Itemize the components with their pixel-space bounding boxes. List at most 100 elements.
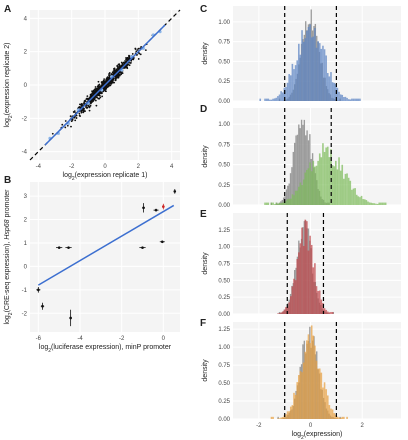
x-tick-label: 2 (361, 423, 365, 429)
scatter-point (117, 68, 119, 71)
histogram-bar (325, 309, 327, 314)
histogram-bar (273, 98, 276, 101)
histogram-bar (335, 160, 337, 205)
histogram-bar (270, 202, 273, 205)
histogram-bar (301, 372, 303, 419)
histogram-bar (359, 197, 361, 205)
histogram-bar-reference (289, 173, 292, 205)
scatter-point (136, 49, 139, 51)
histogram-bar (296, 190, 299, 205)
histogram-bar-reference (300, 119, 303, 205)
histogram-bar (293, 195, 295, 205)
scatter-point (78, 112, 81, 115)
scatter-point (113, 77, 115, 80)
scatter-point (75, 117, 78, 119)
histogram-bar (314, 27, 316, 102)
histogram-bar (336, 416, 339, 419)
scatter-point (101, 95, 104, 98)
histogram-bar (288, 198, 290, 205)
histogram-bar-reference (305, 135, 307, 205)
data-point (154, 208, 158, 212)
histogram-bar (314, 166, 316, 205)
histogram-bar (310, 325, 313, 419)
histogram-bar (338, 91, 340, 101)
y-axis-title-rest: (CRE-seq expression), (4, 240, 11, 313)
y-tick-label: 1.00 (218, 345, 230, 351)
scatter-point (97, 80, 100, 83)
x-tick-label: -6 (36, 336, 42, 342)
histogram-bar (285, 414, 287, 419)
scatter-point (134, 47, 137, 50)
histogram-bar (357, 196, 360, 205)
data-point (162, 205, 165, 208)
y-tick-label: 3 (24, 194, 28, 200)
scatter-point (96, 96, 99, 99)
y-axis-title: log2(expression replicate 2) (4, 43, 14, 128)
scatter-point (97, 97, 100, 100)
histogram-bar (381, 202, 384, 205)
histogram-bar (278, 313, 281, 314)
scatter-point (118, 73, 121, 76)
data-point (69, 316, 72, 320)
data-point (141, 246, 144, 249)
scatter-point (113, 81, 116, 84)
histogram-bar (346, 173, 348, 205)
scatter-point (88, 97, 91, 100)
histogram-bar (343, 416, 345, 419)
x-tick-label: -4 (77, 336, 83, 342)
histogram-bar (304, 219, 307, 314)
histogram-bar (285, 200, 287, 205)
scatter-point (113, 67, 116, 70)
x-axis-title-prefix: log (292, 431, 301, 438)
scatter-point (112, 70, 115, 72)
histogram-bar-reference (281, 199, 283, 205)
y-axis-title-end: promoter (4, 189, 11, 220)
scatter-point (118, 64, 121, 67)
histogram-bar (286, 82, 289, 101)
scatter-point (66, 124, 69, 127)
histogram-bar (275, 202, 278, 205)
histogram-bar (277, 203, 279, 205)
histogram-bar (323, 151, 326, 205)
histogram-bar (281, 92, 284, 101)
scatter-point (91, 92, 94, 95)
scatter-point (94, 99, 97, 102)
histogram-bar (322, 387, 324, 419)
scatter-point (102, 79, 105, 82)
y-tick-label: 0.75 (218, 262, 230, 268)
histogram-bar (344, 173, 347, 205)
y-tick-label: 0.75 (218, 142, 230, 148)
scatter-point (138, 52, 141, 55)
histogram-bar (383, 202, 385, 205)
scatter-point (70, 125, 72, 128)
histogram-bar (346, 416, 348, 419)
y-tick-label: -2 (22, 116, 28, 122)
histogram-bar (302, 41, 305, 101)
histogram-bar-reference (282, 197, 285, 205)
histogram-bar (375, 203, 377, 205)
scatter-point (72, 111, 75, 113)
x-axis-title: log2(expression replicate 1) (63, 172, 148, 182)
y-tick-label: 0.50 (218, 59, 230, 65)
scatter-point (125, 56, 127, 59)
histogram-bar (259, 98, 262, 101)
x-tick-label: -4 (36, 164, 42, 170)
scatter-point (96, 94, 99, 97)
histogram-bar (272, 98, 274, 101)
histogram-bar (283, 415, 286, 419)
y-tick-label: 1.00 (218, 245, 230, 251)
scatter-point (140, 45, 143, 48)
x-axis-title-rest: (expression) (304, 431, 343, 438)
scatter-point (133, 57, 135, 59)
histogram-bar (291, 405, 294, 419)
scatter-point (89, 101, 92, 104)
y-tick-label: -2 (22, 311, 28, 317)
histogram-bar-reference (293, 142, 296, 205)
histogram-bar (312, 267, 315, 314)
histogram-bar (310, 244, 313, 314)
histogram-bar (264, 98, 266, 101)
y-tick-label: 0.25 (218, 79, 230, 85)
scatter-point (126, 57, 129, 60)
